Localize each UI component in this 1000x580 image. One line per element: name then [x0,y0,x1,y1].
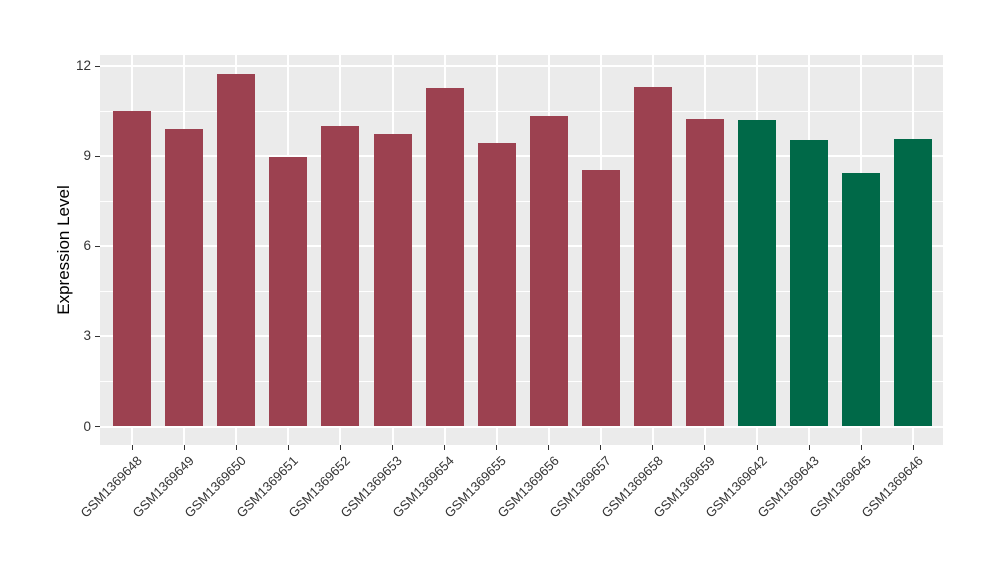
bar-GSM1369648 [113,111,152,427]
gridline-major-y6 [100,245,943,248]
bar-GSM1369645 [842,172,881,427]
x-tick-mark [392,445,394,450]
gridline-minor-y4.5 [100,290,943,292]
bar-GSM1369656 [529,115,568,427]
x-tick-mark [808,445,810,450]
x-tick-mark [600,445,602,450]
bar-GSM1369659 [685,118,724,427]
bar-GSM1369654 [425,87,464,427]
x-tick-mark [131,445,133,450]
x-tick-mark [287,445,289,450]
y-tick-mark [95,245,100,247]
x-tick-mark [183,445,185,450]
y-axis-title: Expression Level [54,185,73,315]
y-tick-mark [95,426,100,427]
gridline-minor-y1.5 [100,380,943,382]
x-tick-mark [860,445,862,450]
bar-GSM1369642 [738,120,777,427]
plot-panel [100,55,943,445]
y-tick-label: 6 [83,238,91,254]
gridline-major-y3 [100,335,943,338]
bar-GSM1369652 [321,126,360,427]
y-tick-label: 12 [75,58,91,74]
bar-GSM1369649 [165,129,204,427]
x-tick-mark [548,445,550,450]
x-tick-mark [496,445,498,450]
y-tick-label: 3 [83,328,91,344]
x-tick-mark [756,445,758,450]
x-tick-mark [652,445,654,450]
bar-GSM1369651 [269,157,308,427]
bar-GSM1369655 [477,142,516,427]
y-tick-mark [95,335,100,337]
bar-GSM1369643 [790,139,829,427]
x-tick-mark [704,445,706,450]
x-tick-mark [912,445,914,450]
x-tick-mark [444,445,446,450]
bar-GSM1369650 [217,74,256,427]
gridline-major-y0 [100,425,943,428]
bar-GSM1369657 [581,169,620,427]
gridline-major-y12 [100,65,943,68]
bar-GSM1369653 [373,133,412,427]
bar-GSM1369658 [633,87,672,427]
gridline-minor-y10.5 [100,110,943,112]
gridline-major-y9 [100,155,943,158]
x-tick-mark [235,445,237,450]
x-tick-mark [339,445,341,450]
bar-GSM1369646 [894,139,933,427]
y-tick-mark [95,65,100,67]
y-tick-label: 0 [83,418,91,434]
y-tick-mark [95,155,100,157]
gridline-minor-y7.5 [100,200,943,202]
y-tick-label: 9 [83,148,91,164]
